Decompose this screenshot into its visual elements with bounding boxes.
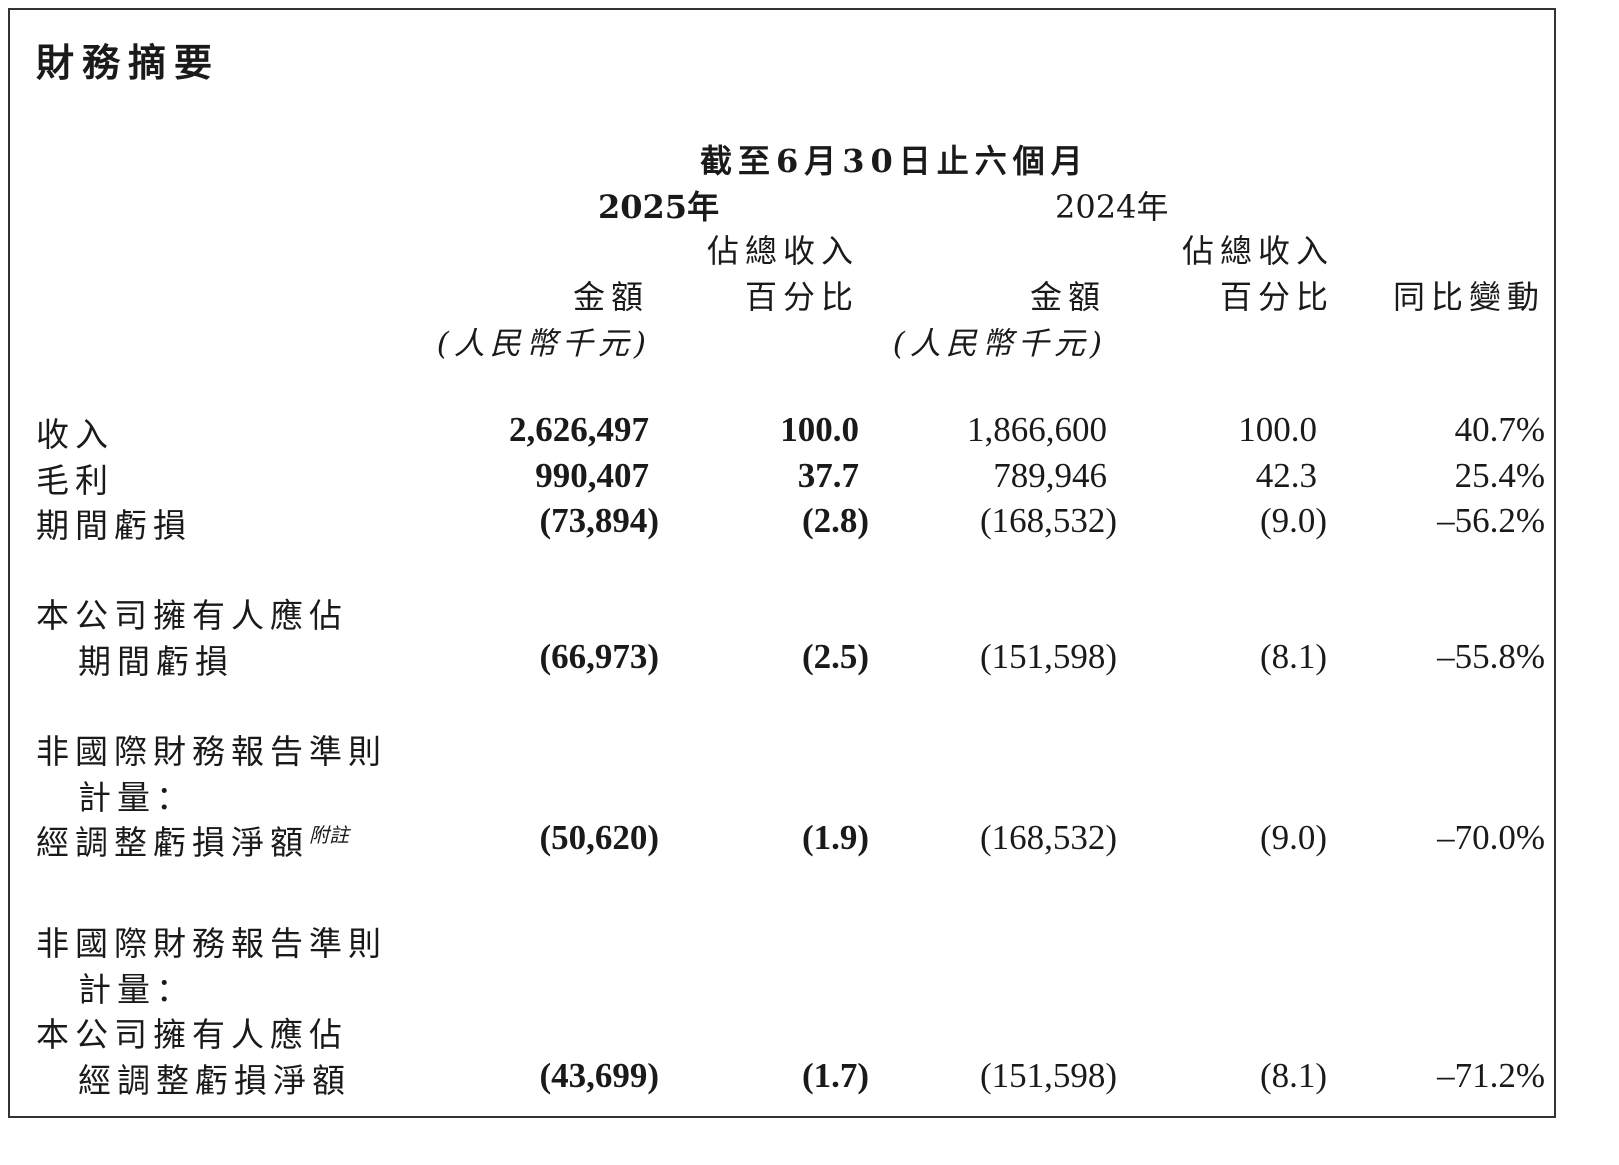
gross-profit-2024-pct: 42.3 (1255, 456, 1317, 495)
adj-net-loss-2025-amount: (50,620) (539, 818, 659, 857)
revenue-2024-pct: 100.0 (1238, 410, 1317, 449)
owner-loss-2024-pct: (8.1) (1259, 637, 1327, 676)
footnote-marker: 附註 (309, 823, 349, 847)
gross-profit-2025-pct: 37.7 (797, 456, 859, 495)
revenue-yoy: 40.7% (1454, 410, 1545, 449)
period-header: 截至6月30日止六個月 (700, 142, 1089, 180)
period-loss-2024-amount: (168,532) (979, 501, 1117, 540)
adj-net-loss-yoy: –70.0% (1437, 818, 1545, 857)
owner-loss-2024-amount: (151,598) (979, 637, 1117, 676)
owner-adj-2024-amount: (151,598) (979, 1056, 1117, 1095)
row-label-owner-adj-line4: 經調整虧損淨額 (78, 1061, 351, 1100)
pct-header-2025-line1: 佔總收入 (706, 232, 859, 270)
pct-header-2025-line2: 百分比 (744, 278, 859, 316)
unit-2024: (人民幣千元) (892, 326, 1107, 362)
gross-profit-yoy: 25.4% (1454, 456, 1545, 495)
yoy-header: 同比變動 (1392, 278, 1545, 316)
period-loss-2024-pct: (9.0) (1259, 501, 1327, 540)
adj-net-loss-2024-pct: (9.0) (1259, 818, 1327, 857)
revenue-2025-amount: 2,626,497 (509, 410, 649, 449)
summary-frame (8, 8, 1556, 1118)
owner-adj-2025-pct: (1.7) (801, 1056, 869, 1095)
year-2024-header: 2024年 (1055, 188, 1169, 226)
revenue-2025-pct: 100.0 (780, 410, 859, 449)
owner-loss-yoy: –55.8% (1437, 637, 1545, 676)
row-label-owner-adj-line1: 非國際財務報告準則 (36, 924, 387, 963)
period-loss-yoy: –56.2% (1437, 501, 1545, 540)
owner-adj-yoy: –71.2% (1437, 1056, 1545, 1095)
adj-net-loss-2025-pct: (1.9) (801, 818, 869, 857)
page-title: 財務摘要 (36, 40, 221, 85)
owner-loss-2025-pct: (2.5) (801, 637, 869, 676)
amount-header-2025: 金額 (572, 278, 649, 316)
row-label-adj-net-loss-line2: 計量： (78, 778, 195, 817)
period-loss-2025-pct: (2.8) (801, 501, 869, 540)
row-label-adj-net-loss-line1: 非國際財務報告準則 (36, 732, 387, 771)
pct-header-2024-line2: 百分比 (1219, 278, 1334, 316)
row-label-owner-loss-line1: 本公司擁有人應佔 (36, 596, 348, 635)
pct-header-2024-line1: 佔總收入 (1181, 232, 1334, 270)
row-label-revenue: 收入 (36, 415, 114, 454)
row-label-adj-net-loss-line3: 經調整虧損淨額附註 (36, 816, 349, 864)
unit-2025: (人民幣千元) (436, 326, 651, 362)
row-label-owner-adj-line2: 計量： (78, 970, 195, 1009)
amount-header-2024: 金額 (1029, 278, 1106, 316)
gross-profit-2024-amount: 789,946 (993, 456, 1107, 495)
owner-adj-2025-amount: (43,699) (539, 1056, 659, 1095)
period-loss-2025-amount: (73,894) (539, 501, 659, 540)
row-label-owner-adj-line3: 本公司擁有人應佔 (36, 1015, 348, 1054)
revenue-2024-amount: 1,866,600 (967, 410, 1107, 449)
row-label-gross-profit: 毛利 (36, 461, 114, 500)
gross-profit-2025-amount: 990,407 (535, 456, 649, 495)
adj-net-loss-2024-amount: (168,532) (979, 818, 1117, 857)
row-label-period-loss: 期間虧損 (36, 506, 192, 545)
row-label-owner-loss-line2: 期間虧損 (78, 642, 234, 681)
owner-adj-2024-pct: (8.1) (1259, 1056, 1327, 1095)
owner-loss-2025-amount: (66,973) (539, 637, 659, 676)
adj-net-loss-label-text: 經調整虧損淨額 (36, 823, 309, 862)
year-2025-header: 2025年 (598, 188, 720, 226)
